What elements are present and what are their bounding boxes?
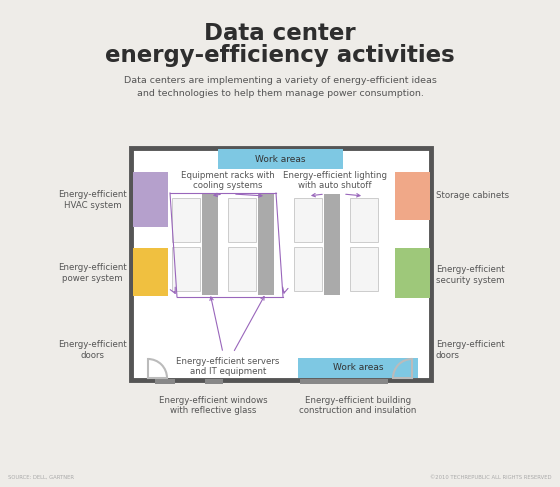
Text: Energy-efficient windows
with reflective glass: Energy-efficient windows with reflective…	[158, 396, 267, 415]
Text: Energy-efficient lighting
with auto shutoff: Energy-efficient lighting with auto shut…	[283, 170, 387, 190]
Bar	[350, 247, 378, 291]
Text: Energy-efficient
doors: Energy-efficient doors	[436, 340, 505, 360]
Text: ©2010 TECHREPUBLIC ALL RIGHTS RESERVED: ©2010 TECHREPUBLIC ALL RIGHTS RESERVED	[431, 475, 552, 480]
Text: Data center: Data center	[204, 22, 356, 45]
Bar	[133, 248, 168, 296]
Bar	[131, 148, 431, 380]
Text: Energy-efficient
HVAC system: Energy-efficient HVAC system	[58, 190, 127, 210]
Bar	[294, 247, 322, 291]
Bar	[202, 194, 218, 295]
Bar	[218, 149, 343, 169]
Text: Work areas: Work areas	[255, 154, 306, 164]
Bar	[300, 379, 388, 384]
Text: Equipment racks with
cooling systems: Equipment racks with cooling systems	[181, 170, 275, 190]
Bar	[395, 172, 430, 220]
Bar	[298, 358, 418, 378]
Bar	[133, 172, 168, 227]
Bar	[258, 194, 274, 295]
Text: Storage cabinets: Storage cabinets	[436, 191, 509, 201]
Bar	[205, 379, 223, 384]
Text: Energy-efficient
doors: Energy-efficient doors	[58, 340, 127, 360]
Text: Data centers are implementing a variety of energy-efficient ideas
and technologi: Data centers are implementing a variety …	[124, 76, 436, 98]
Bar	[155, 379, 175, 384]
Text: Work areas: Work areas	[333, 363, 383, 373]
Text: Energy-efficient
power system: Energy-efficient power system	[58, 263, 127, 282]
Bar	[324, 194, 340, 295]
Bar	[228, 198, 256, 242]
Text: Energy-efficient
security system: Energy-efficient security system	[436, 265, 505, 285]
Text: Energy-efficient servers
and IT equipment: Energy-efficient servers and IT equipmen…	[176, 357, 279, 376]
Bar	[172, 198, 200, 242]
Bar	[350, 198, 378, 242]
Text: Energy-efficient building
construction and insulation: Energy-efficient building construction a…	[299, 396, 417, 415]
Bar	[294, 198, 322, 242]
Text: SOURCE: DELL, GARTNER: SOURCE: DELL, GARTNER	[8, 475, 74, 480]
Bar	[228, 247, 256, 291]
Bar	[172, 247, 200, 291]
Text: energy-efficiency activities: energy-efficiency activities	[105, 44, 455, 67]
Bar	[395, 248, 430, 298]
